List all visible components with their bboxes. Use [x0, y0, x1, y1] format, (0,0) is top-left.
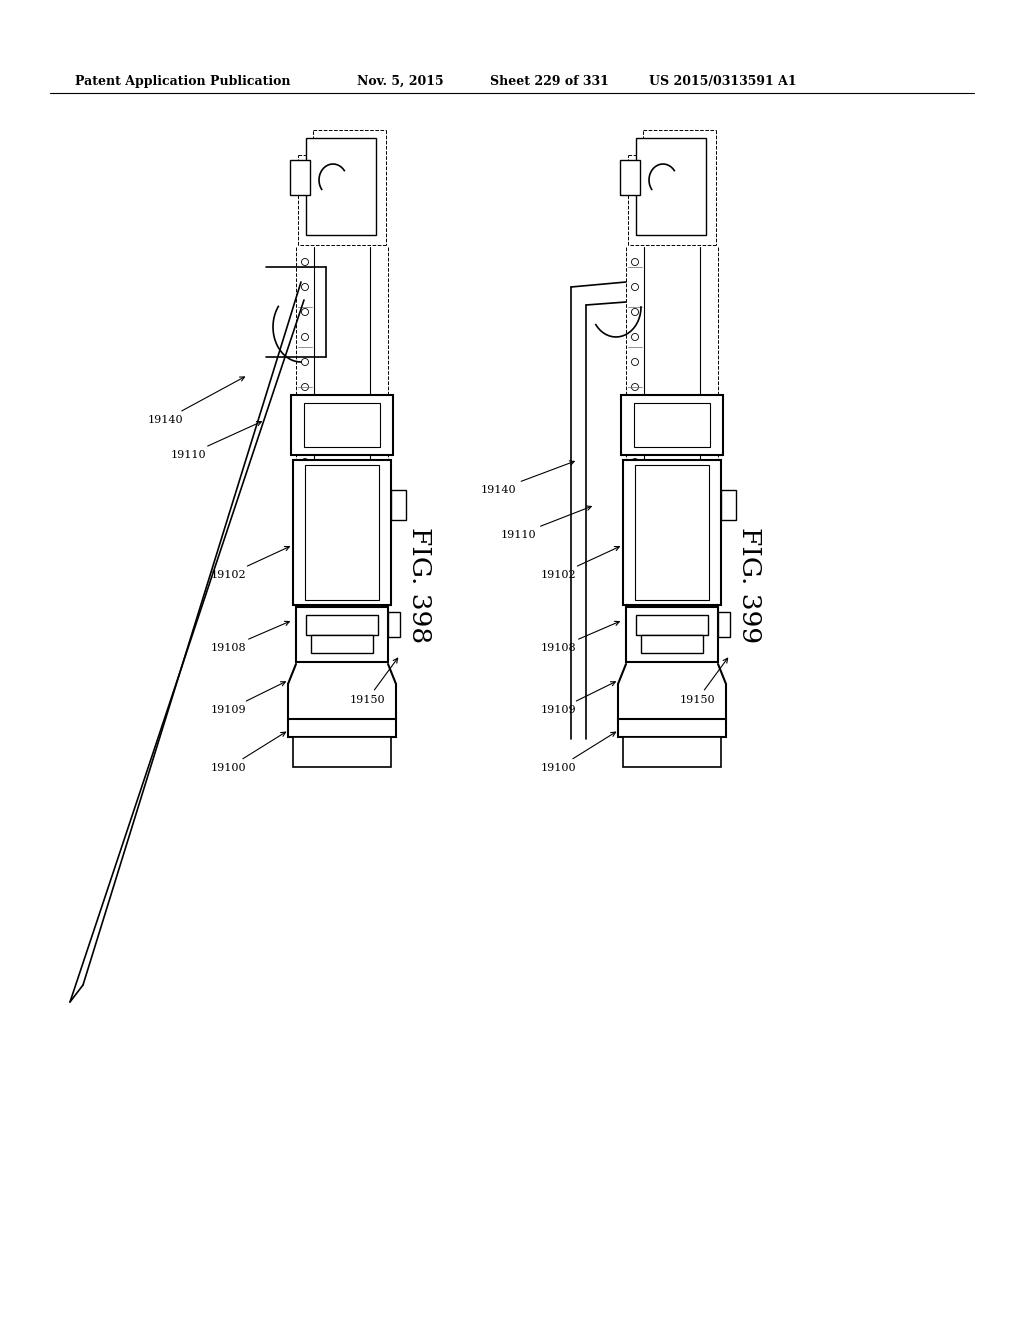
Bar: [636, 139, 706, 235]
Text: 19110: 19110: [500, 506, 591, 540]
Bar: [293, 459, 391, 605]
Bar: [621, 395, 723, 455]
Bar: [306, 615, 378, 635]
Text: 19102: 19102: [210, 546, 290, 579]
Text: Patent Application Publication: Patent Application Publication: [75, 75, 291, 88]
Bar: [306, 139, 376, 235]
Bar: [635, 465, 709, 601]
Text: Sheet 229 of 331: Sheet 229 of 331: [490, 75, 609, 88]
Bar: [311, 635, 373, 653]
Bar: [290, 160, 310, 195]
Text: 19140: 19140: [147, 378, 245, 425]
Text: 19150: 19150: [679, 659, 728, 705]
Text: 19102: 19102: [541, 546, 620, 579]
Bar: [296, 607, 388, 663]
Bar: [304, 403, 380, 447]
Text: US 2015/0313591 A1: US 2015/0313591 A1: [649, 75, 797, 88]
Bar: [620, 160, 640, 195]
Bar: [288, 719, 396, 737]
Bar: [721, 490, 736, 520]
Bar: [391, 490, 406, 520]
Bar: [634, 403, 710, 447]
Bar: [293, 737, 391, 767]
Bar: [623, 737, 721, 767]
Text: FIG. 399: FIG. 399: [737, 527, 763, 643]
Text: 19100: 19100: [541, 733, 615, 774]
Bar: [718, 612, 730, 638]
Bar: [636, 615, 708, 635]
Bar: [641, 635, 703, 653]
Text: 19108: 19108: [541, 622, 620, 653]
Text: 19109: 19109: [541, 681, 615, 715]
Bar: [618, 719, 726, 737]
Text: 19109: 19109: [210, 681, 286, 715]
Text: Nov. 5, 2015: Nov. 5, 2015: [357, 75, 443, 88]
Bar: [305, 465, 379, 601]
Text: 19100: 19100: [210, 733, 286, 774]
Text: FIG. 398: FIG. 398: [408, 527, 432, 643]
Text: 19140: 19140: [480, 461, 574, 495]
Bar: [388, 612, 400, 638]
Bar: [626, 607, 718, 663]
Text: 19150: 19150: [349, 659, 397, 705]
Text: 19110: 19110: [170, 421, 261, 459]
Bar: [623, 459, 721, 605]
Bar: [291, 395, 393, 455]
Text: 19108: 19108: [210, 622, 290, 653]
